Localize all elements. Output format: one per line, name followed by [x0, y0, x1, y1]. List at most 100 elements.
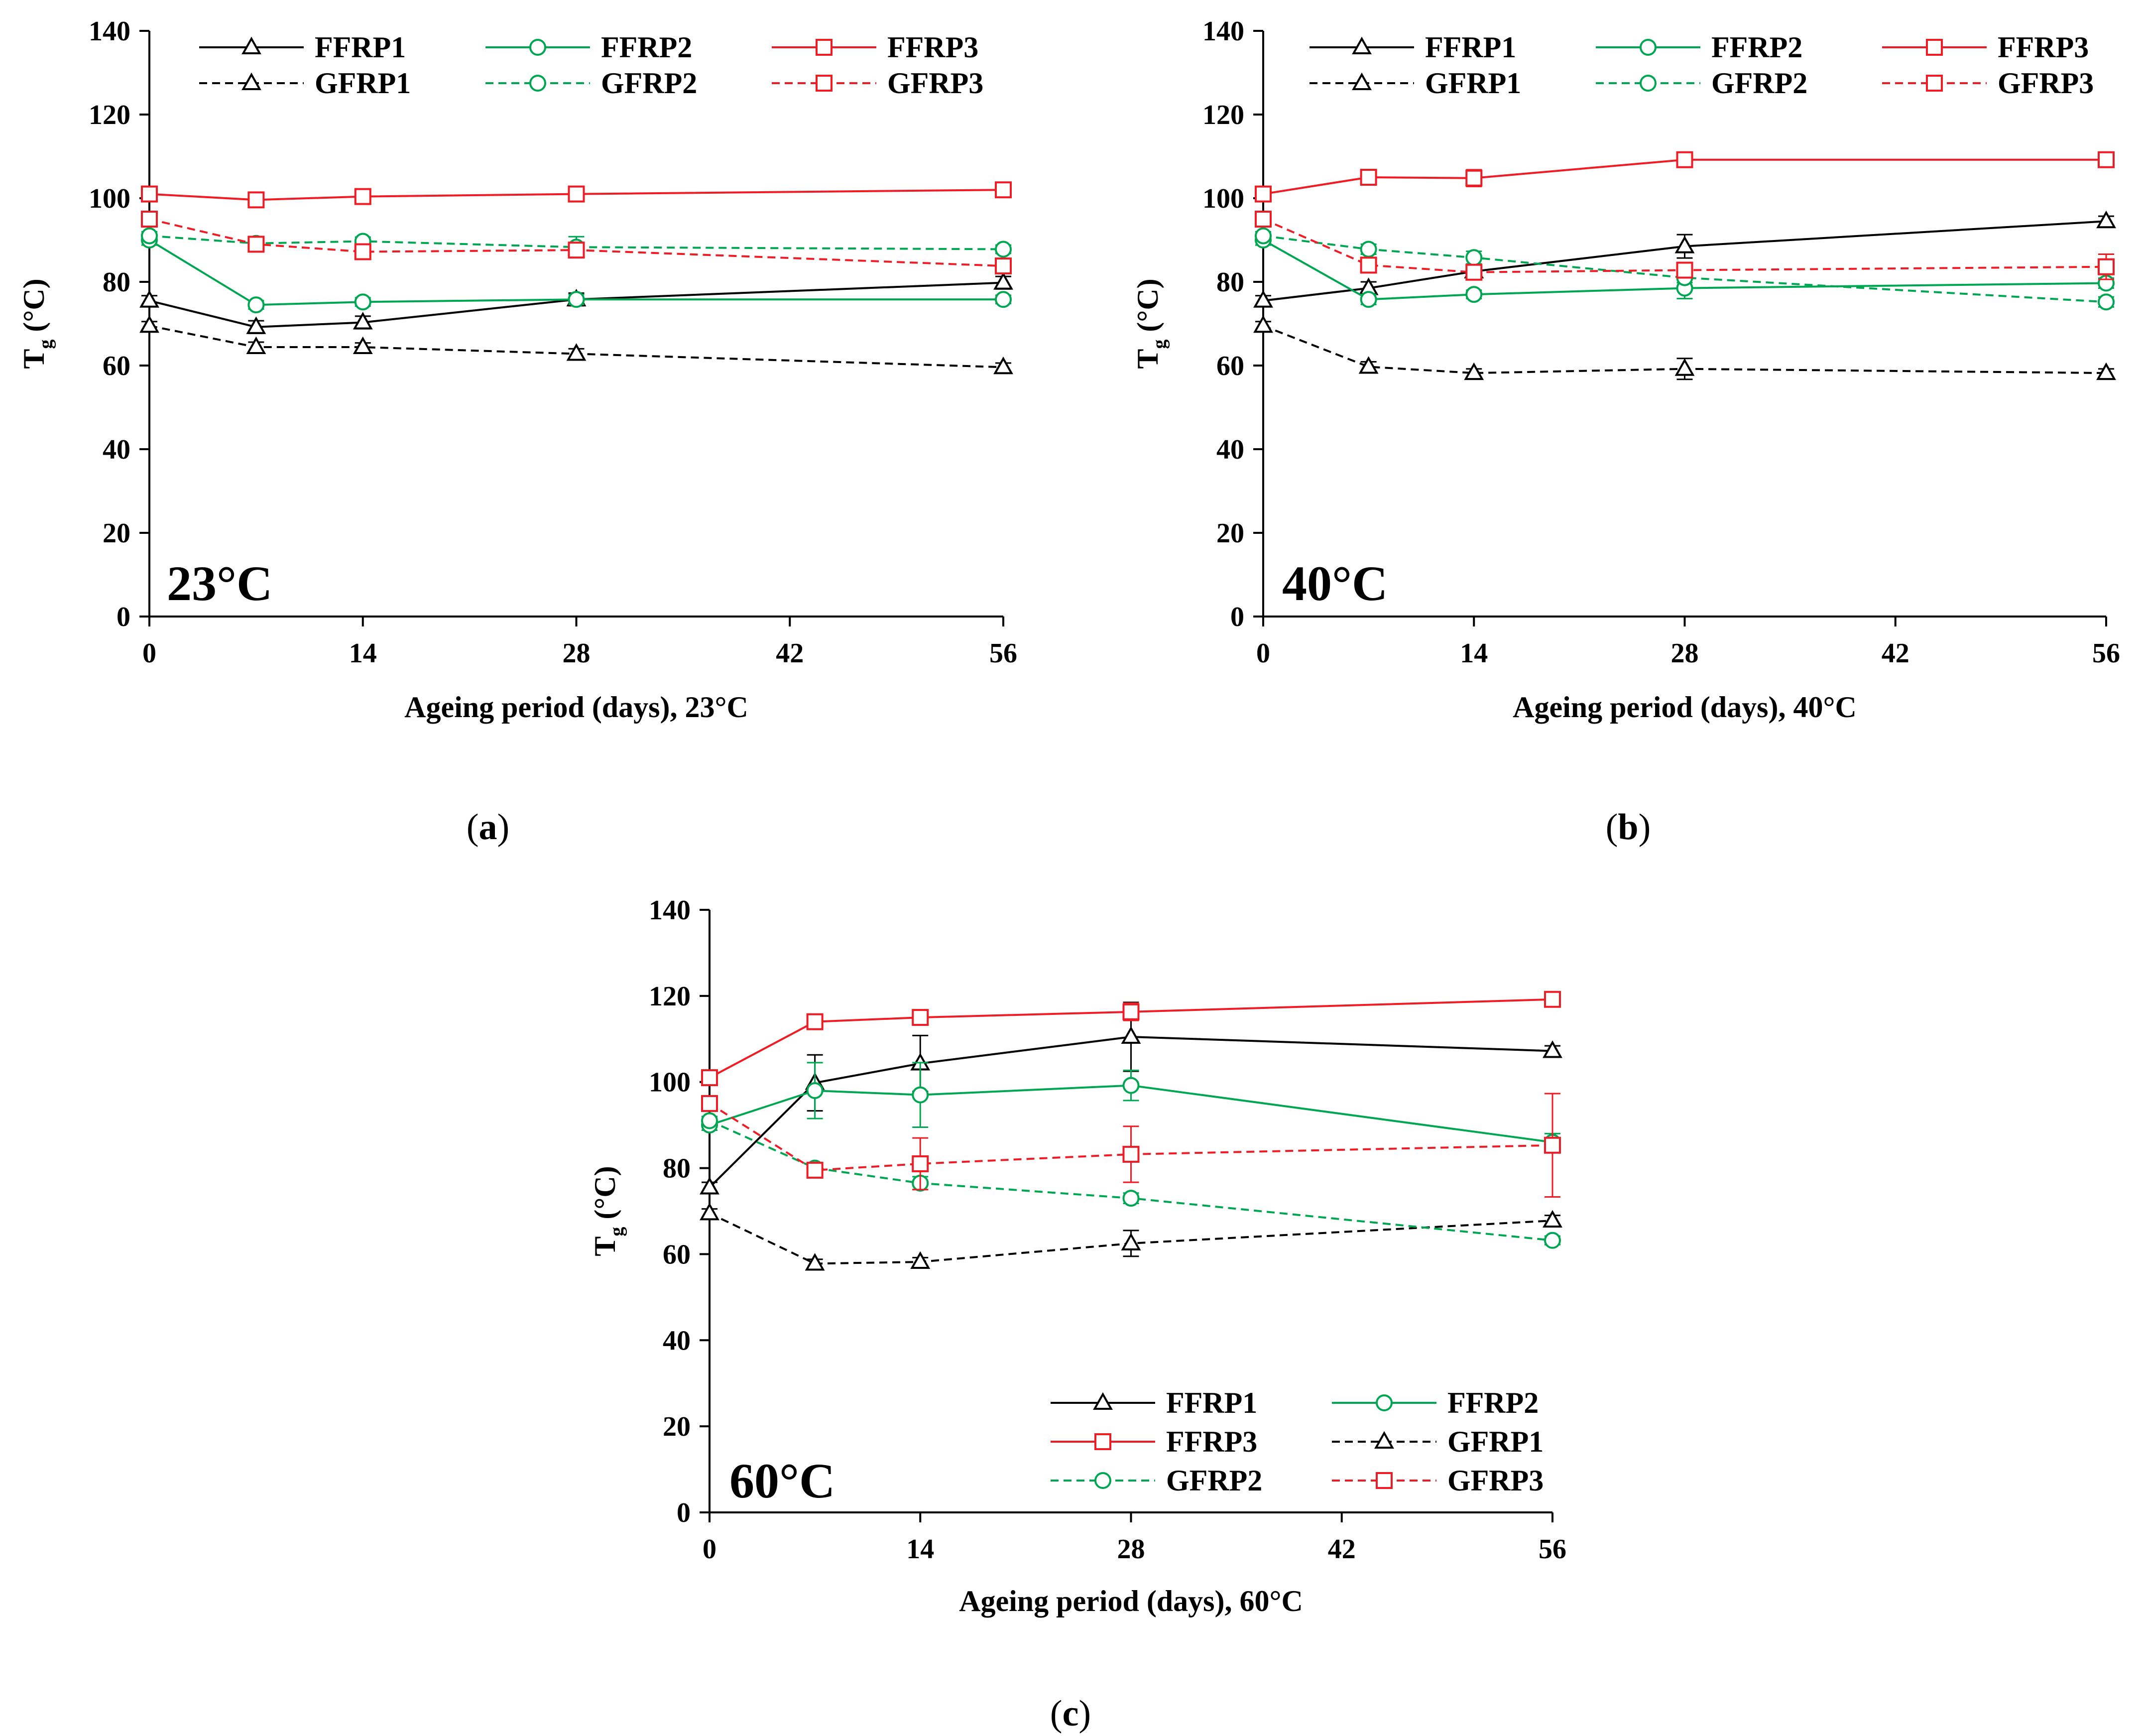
- y-axis-label: Tg (°C): [1131, 278, 1170, 369]
- data-point: [1674, 236, 1695, 253]
- legend-item-ffrp3: FFRP3: [1882, 31, 2089, 64]
- data-point: [912, 1009, 929, 1026]
- series-line: [1263, 325, 2107, 374]
- legend-label: GFRP2: [1711, 67, 1807, 100]
- data-point: [247, 236, 265, 253]
- legend-marker: [529, 75, 546, 92]
- data-point: [1122, 1003, 1140, 1020]
- y-tick-label: 80: [103, 267, 130, 298]
- caption-b: (b): [1606, 807, 1651, 848]
- legend-item-ffrp1: FFRP1: [199, 31, 406, 64]
- data-point: [1253, 290, 1273, 308]
- panel-a: 0 20 40 60 80 100 120 140 0 14 28 42 56 Ageing period…: [17, 16, 1017, 724]
- data-point: [1360, 256, 1377, 274]
- legend-label: GFRP3: [1447, 1464, 1544, 1497]
- data-point: [1676, 151, 1693, 168]
- legend-label: GFRP1: [1447, 1425, 1544, 1458]
- y-tick-label: 20: [1216, 518, 1244, 549]
- legend-label: GFRP1: [1425, 67, 1521, 100]
- series-gfrp3: [1255, 211, 2115, 281]
- y-tick-label: 140: [649, 895, 691, 926]
- data-point: [1544, 1136, 1561, 1154]
- legend-label: GFRP1: [315, 67, 411, 100]
- data-point: [1543, 1210, 1562, 1228]
- data-point: [806, 1013, 824, 1030]
- y-tick-label: 140: [89, 16, 130, 47]
- series-ffrp3: [141, 181, 1012, 209]
- panel-b: 0 20 40 60 80 100 120 140 0 14 28 42 56 Ageing period…: [1131, 16, 2120, 724]
- data-point: [701, 1095, 718, 1112]
- data-point: [1360, 169, 1377, 186]
- y-axis-label-unit: (°C): [1131, 278, 1164, 339]
- data-point: [247, 296, 265, 314]
- data-point: [701, 1069, 718, 1087]
- legend-marker: [241, 36, 261, 54]
- legend-label: GFRP2: [601, 67, 697, 100]
- data-point: [1465, 249, 1483, 266]
- x-tick-label: 0: [1256, 638, 1270, 669]
- data-point: [1465, 169, 1483, 187]
- y-tick-label: 120: [1202, 100, 1244, 130]
- legend-label: FFRP2: [601, 31, 692, 64]
- data-point: [246, 316, 266, 334]
- y-axis-label-unit: (°C): [589, 1166, 621, 1227]
- data-point: [1255, 185, 1272, 203]
- legend-marker: [1374, 1431, 1394, 1449]
- y-tick-label: 40: [663, 1325, 691, 1356]
- data-point: [568, 242, 585, 259]
- legend-marker: [529, 39, 546, 56]
- legend-marker: [1640, 39, 1657, 56]
- legend-label: GFRP3: [1998, 67, 2094, 100]
- series-gfrp1: [1253, 315, 2116, 380]
- y-tick-label: 120: [89, 100, 130, 130]
- data-point: [1253, 315, 1273, 333]
- legend-item-gfrp1: GFRP1: [199, 67, 411, 100]
- legend-marker: [1094, 1433, 1111, 1450]
- data-point: [141, 227, 158, 245]
- series-gfrp3: [701, 1093, 1561, 1198]
- x-tick-label: 14: [1460, 638, 1488, 669]
- x-tick-label: 42: [1328, 1534, 1356, 1565]
- data-point: [1358, 356, 1379, 374]
- data-point: [141, 211, 158, 228]
- y-axis-label-main: T: [17, 349, 50, 369]
- legend: FFRP1 FFRP2 FFRP3 GFRP1 GFRP2 GFRP3: [1310, 31, 2094, 100]
- x-axis-label: Ageing period (days), 40°C: [1513, 691, 1857, 724]
- legend-marker: [1094, 1472, 1111, 1489]
- y-axis-label-main: T: [589, 1237, 621, 1256]
- series-line: [149, 325, 1004, 369]
- legend-item-gfrp1: GFRP1: [1310, 67, 1521, 100]
- legend-item-ffrp1: FFRP1: [1310, 31, 1516, 64]
- data-point: [1676, 261, 1693, 279]
- series-gfrp1: [139, 315, 1013, 374]
- legend-label: GFRP3: [887, 67, 983, 100]
- legend-label: FFRP3: [1998, 31, 2089, 64]
- series-ffrp3: [701, 991, 1561, 1087]
- legend-marker: [1376, 1472, 1393, 1489]
- legend-item-ffrp2: FFRP2: [1596, 31, 1802, 64]
- series-gfrp3: [141, 211, 1012, 275]
- data-point: [995, 241, 1012, 258]
- data-point: [701, 1112, 718, 1129]
- legend-item-ffrp3: FFRP3: [772, 31, 978, 64]
- x-tick-label: 0: [142, 638, 156, 669]
- series-line: [149, 218, 1004, 267]
- legend-item-gfrp1: GFRP1: [1332, 1425, 1544, 1458]
- data-point: [354, 243, 371, 260]
- temperature-annotation: 40°C: [1282, 556, 1388, 611]
- legend: FFRP1 FFRP2 FFRP3 GFRP1 GFRP2 GFRP3: [1051, 1386, 1544, 1497]
- data-point: [806, 1082, 824, 1099]
- data-point: [1255, 211, 1272, 228]
- data-point: [912, 1086, 929, 1104]
- panel-c: 0 20 40 60 80 100 120 140 0 14 28 42 56 Ageing period…: [589, 895, 1566, 1617]
- data-point: [1122, 1190, 1140, 1207]
- data-point: [354, 293, 371, 311]
- series-gfrp2: [1255, 227, 2115, 311]
- y-tick-label: 80: [1216, 267, 1244, 298]
- legend-item-ffrp1: FFRP1: [1051, 1386, 1257, 1419]
- legend-label: FFRP1: [1166, 1386, 1257, 1419]
- y-tick-label: 0: [677, 1497, 691, 1528]
- y-tick-label: 120: [649, 981, 691, 1012]
